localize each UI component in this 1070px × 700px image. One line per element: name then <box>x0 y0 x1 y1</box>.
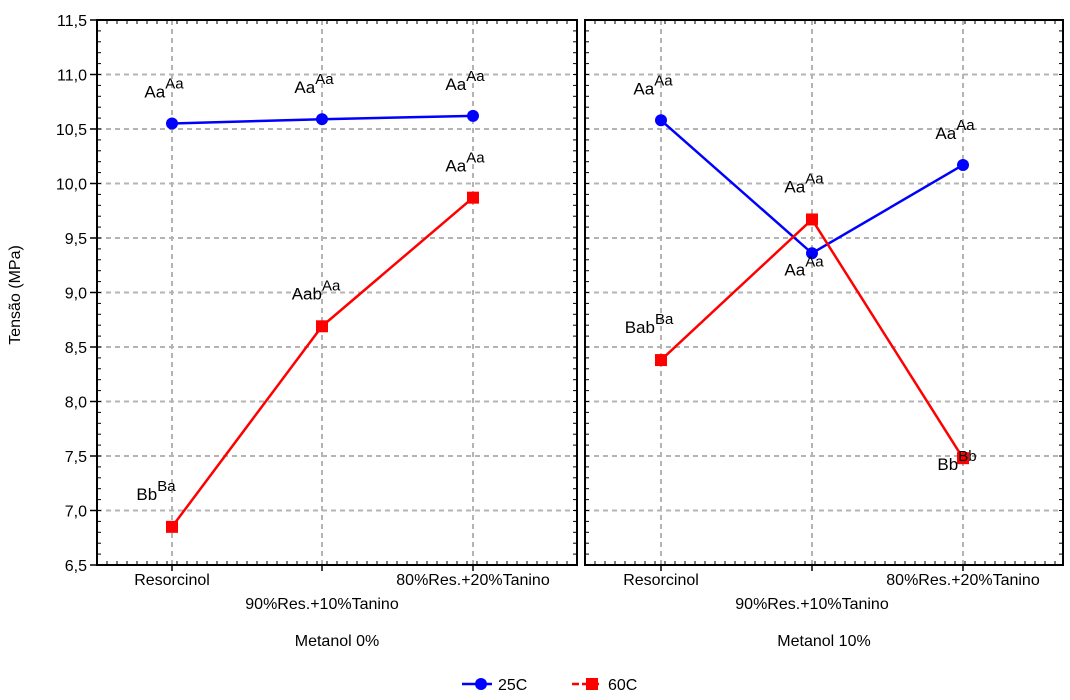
legend-marker-25C <box>475 678 487 690</box>
data-point-25C <box>166 117 178 130</box>
data-point-60C <box>957 452 969 465</box>
y-tick-label: 10,5 <box>56 122 87 139</box>
x-tick-label: 90%Res.+10%Tanino <box>735 596 889 613</box>
data-point-60C <box>806 213 818 226</box>
data-label: AaAa <box>144 76 184 102</box>
data-label: AaAa <box>294 71 334 97</box>
y-tick-label: 11,5 <box>57 13 87 30</box>
data-label: AaAa <box>784 253 824 279</box>
data-label-base: Bb <box>937 455 958 474</box>
legend-marker-60C <box>586 678 598 690</box>
y-tick-label: 10,0 <box>56 177 87 194</box>
data-label: BbBa <box>136 478 176 504</box>
data-label: AaAa <box>935 117 975 143</box>
data-label-superscript: Bb <box>958 448 976 465</box>
data-label-base: Aa <box>445 157 466 176</box>
data-label-base: Aa <box>294 78 315 97</box>
data-label-base: Bb <box>136 485 157 504</box>
data-label-superscript: Aa <box>654 72 673 89</box>
data-point-25C <box>957 158 969 171</box>
y-tick-label: 6,5 <box>65 558 87 575</box>
x-tick-label: 90%Res.+10%Tanino <box>245 596 399 613</box>
data-label-base: Aa <box>633 79 654 98</box>
data-label-superscript: Ba <box>655 311 674 328</box>
y-tick-label: 9,5 <box>65 231 87 248</box>
x-tick-label: 80%Res.+20%Tanino <box>886 572 1040 589</box>
data-point-60C <box>316 320 328 333</box>
y-tick-label: 7,5 <box>65 449 87 466</box>
x-tick-label: Resorcinol <box>134 572 210 589</box>
data-label-base: Aa <box>784 260 805 279</box>
data-label-base: Aa <box>784 177 805 196</box>
data-label: AaAa <box>445 68 485 94</box>
data-label-superscript: Aa <box>805 170 824 187</box>
data-point-60C <box>166 520 178 533</box>
data-label-base: Aa <box>445 75 466 94</box>
data-label-superscript: Ba <box>157 478 176 495</box>
data-point-60C <box>467 191 479 204</box>
legend-label-60C: 60C <box>608 677 637 694</box>
data-point-25C <box>316 113 328 126</box>
data-label-superscript: Aa <box>956 117 975 134</box>
data-label-base: Aa <box>144 83 165 102</box>
data-label-superscript: Aa <box>322 277 341 294</box>
legend-label-25C: 25C <box>498 677 527 694</box>
y-tick-label: 9,0 <box>65 286 87 303</box>
data-point-60C <box>655 354 667 367</box>
data-label-superscript: Aa <box>315 71 334 88</box>
x-axis-title: Metanol 10% <box>777 633 870 650</box>
x-tick-label: Resorcinol <box>623 572 699 589</box>
y-axis-title: Tensão (MPa) <box>7 245 24 345</box>
data-label-superscript: Aa <box>805 253 824 270</box>
y-tick-label: 8,5 <box>65 340 87 357</box>
data-label: BabBa <box>625 311 674 337</box>
y-tick-label: 11,0 <box>57 68 87 85</box>
data-label-superscript: Aa <box>165 76 184 93</box>
x-axis-title: Metanol 0% <box>295 633 380 650</box>
data-label-superscript: Aa <box>466 68 485 85</box>
data-label: AabAa <box>292 277 341 303</box>
data-label-superscript: Aa <box>466 150 485 167</box>
y-tick-label: 8,0 <box>65 395 87 412</box>
data-label-base: Bab <box>625 318 655 337</box>
data-point-25C <box>655 114 667 127</box>
y-tick-label: 7,0 <box>65 504 87 521</box>
data-label: BbBb <box>937 448 976 474</box>
data-label-base: Aa <box>935 124 956 143</box>
data-point-25C <box>467 109 479 122</box>
data-point-25C <box>806 247 818 260</box>
data-label: AaAa <box>445 150 485 176</box>
data-label: AaAa <box>784 170 824 196</box>
data-label-base: Aab <box>292 284 322 303</box>
x-tick-label: 80%Res.+20%Tanino <box>396 572 550 589</box>
data-label: AaAa <box>633 72 673 98</box>
